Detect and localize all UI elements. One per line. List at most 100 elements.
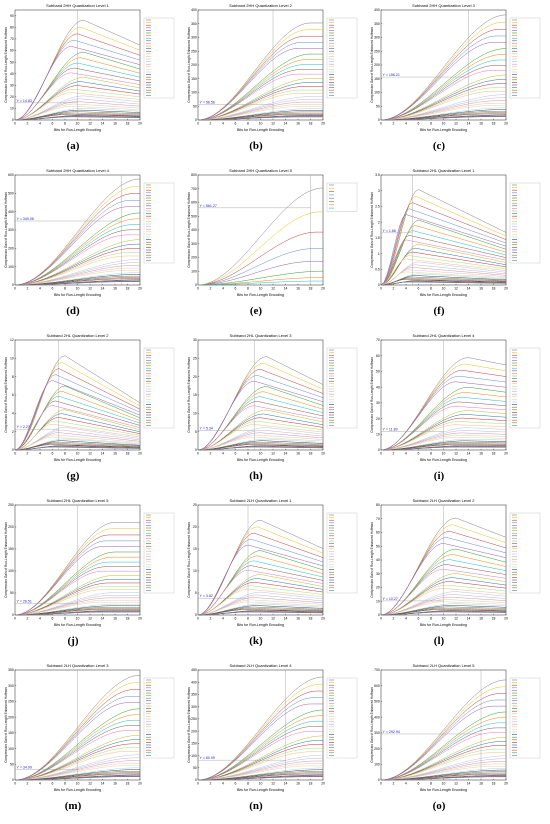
x-tick-label: 12: [88, 782, 92, 786]
series-line: [197, 405, 324, 451]
y-tick-label: 0: [378, 118, 380, 122]
y-tick-label: 50: [376, 544, 380, 548]
subplot: Subband 2HL Quantization Level 2 Compress…: [3, 330, 186, 494]
y-axis-label: Compression Gain of Run-Length Enhanced …: [4, 522, 8, 598]
x-tick-label: 4: [405, 122, 407, 126]
y-tick-label: 0: [378, 283, 380, 287]
x-tick-label: 6: [418, 617, 420, 621]
x-tick-label: 6: [52, 782, 54, 786]
series-line: [380, 202, 507, 286]
subplot-chart: Subband 2HL Quantization Level 1 Compress…: [370, 168, 541, 297]
x-tick-label: 6: [235, 782, 237, 786]
series-line: [14, 444, 141, 451]
x-tick-label: 14: [284, 617, 288, 621]
y-tick-label: 600: [8, 173, 14, 177]
subfigure-label: (m): [64, 800, 82, 812]
y-tick-label: 300: [374, 731, 380, 735]
series-line: [197, 356, 324, 451]
y-tick-label: 100: [191, 91, 197, 95]
y-tick-label: 500: [191, 214, 197, 218]
x-tick-label: 0: [380, 782, 382, 786]
x-tick-label: 16: [113, 122, 117, 126]
series-line: [14, 206, 140, 286]
y-tick-label: 400: [374, 8, 380, 12]
x-tick-label: 12: [454, 617, 458, 621]
x-tick-label: 18: [492, 122, 496, 126]
x-tick-label: 18: [492, 782, 496, 786]
x-tick-label: 20: [321, 617, 325, 621]
series-line: [197, 69, 323, 121]
x-tick-label: 6: [235, 287, 237, 291]
y-tick-label: 300: [8, 228, 14, 232]
x-tick-label: 6: [418, 122, 420, 126]
chart-title: Subband 2HL Quantization Level 2: [47, 333, 110, 338]
subfigure-label: (d): [66, 305, 80, 317]
y-tick-label: 8: [12, 375, 14, 379]
subfigure-label: (l): [433, 635, 445, 647]
series-line: [197, 369, 324, 451]
y-tick-label: 100: [191, 754, 197, 758]
y-tick-label: 0: [12, 118, 14, 122]
x-tick-label: 6: [52, 617, 54, 621]
x-tick-label: 0: [380, 617, 382, 621]
x-tick-label: 20: [138, 452, 142, 456]
x-tick-label: 6: [418, 782, 420, 786]
y-tick-label: 3: [378, 189, 380, 193]
y-tick-label: 1.5: [375, 236, 380, 240]
x-tick-label: 16: [113, 782, 117, 786]
x-tick-label: 16: [296, 122, 300, 126]
y-tick-label: 100: [374, 91, 380, 95]
y-tick-label: 60: [10, 49, 14, 53]
x-tick-label: 18: [126, 287, 130, 291]
x-tick-label: 8: [430, 452, 432, 456]
series-line: [197, 676, 324, 781]
subplot: Subband 2HH Quantization Level 5 Compress…: [186, 165, 369, 329]
subfigure-label: (k): [249, 635, 263, 647]
y-tick-label: 10: [376, 432, 380, 436]
y-tick-label: 1: [378, 252, 380, 256]
x-tick-label: 16: [113, 287, 117, 291]
series-line: [197, 93, 323, 121]
y-tick-label: 250: [374, 49, 380, 53]
x-tick-label: 14: [101, 122, 105, 126]
x-tick-label: 0: [14, 617, 16, 621]
y-tick-label: 40: [10, 72, 14, 76]
x-tick-label: 20: [321, 452, 325, 456]
series-line: [14, 361, 141, 451]
y-tick-label: 60: [376, 531, 380, 535]
y-tick-label: 40: [376, 385, 380, 389]
series-line: [380, 269, 507, 286]
subfigure-label: (g): [66, 470, 80, 482]
y-tick-label: 350: [191, 22, 197, 26]
series-line: [197, 611, 324, 616]
chart-title: Subband 2LH Quantization Level 3: [46, 663, 109, 668]
y-tick-label: 400: [374, 715, 380, 719]
y-tick-label: 800: [191, 173, 197, 177]
subplot: Subband 2LH Quantization Level 4 Compress…: [186, 660, 369, 824]
legend-box: [509, 677, 541, 759]
x-tick-label: 14: [101, 782, 105, 786]
series-line: [380, 219, 507, 286]
x-tick-label: 2: [27, 782, 29, 786]
y-tick-label: 10: [193, 569, 197, 573]
x-axis-label: Bits for Run-Length Encoding: [54, 293, 101, 297]
x-tick-label: 18: [309, 122, 313, 126]
subfigure-label: (f): [433, 305, 445, 317]
series-line: [380, 258, 507, 286]
series-line: [197, 280, 323, 286]
x-tick-label: 10: [76, 617, 80, 621]
subplot-chart: Subband 2HH Quantization Level 2 Compress…: [187, 3, 358, 132]
x-axis-label: Bits for Run-Length Encoding: [420, 128, 467, 132]
series-line: [197, 417, 324, 451]
chart-title: Subband 2LH Quantization Level 1: [229, 498, 292, 503]
x-tick-label: 4: [39, 122, 41, 126]
threshold-label: Y = 1.66: [383, 229, 396, 233]
x-tick-label: 16: [113, 617, 117, 621]
subplot-chart: Subband 2LH Quantization Level 4 Compress…: [187, 663, 358, 792]
legend-box: [326, 677, 358, 759]
series-line: [197, 248, 323, 286]
x-tick-label: 18: [309, 452, 313, 456]
y-tick-label: 0: [378, 448, 380, 452]
threshold-label: Y = 80.99: [200, 756, 215, 760]
subplot-chart: Subband 2LH Quantization Level 5 Compress…: [370, 663, 541, 792]
